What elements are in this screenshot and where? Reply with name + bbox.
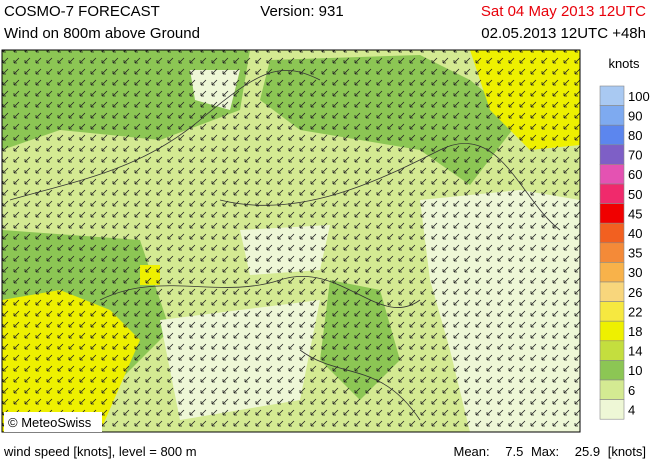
legend-unit: knots — [608, 56, 640, 71]
legend-label: 10 — [628, 363, 642, 378]
mean-label: Mean: — [454, 444, 490, 459]
subtitle: Wind on 800m above Ground — [4, 25, 200, 42]
legend-swatch — [599, 105, 625, 126]
unit: [knots] — [608, 444, 646, 459]
legend-label: 90 — [628, 108, 642, 123]
legend-swatch — [599, 124, 625, 146]
legend-label: 100 — [628, 89, 650, 104]
legend-swatch — [599, 85, 625, 106]
legend-label: 14 — [628, 344, 642, 359]
legend-label: 6 — [628, 383, 635, 398]
legend-swatch — [599, 164, 625, 185]
legend-swatch — [599, 360, 625, 381]
legend-label: 40 — [628, 226, 642, 241]
legend-label: 70 — [628, 148, 642, 163]
max-value: 25.9 — [575, 444, 600, 459]
legend-label: 4 — [628, 402, 635, 417]
legend-label: 50 — [628, 187, 642, 202]
footer-left: wind speed [knots], level = 800 m — [3, 444, 197, 459]
footer-stats: Mean: 7.5 Max: 25.9 [knots] — [454, 444, 647, 459]
legend-swatch — [599, 144, 625, 165]
legend-swatch — [599, 183, 625, 204]
legend: 100 90 80 70 60 50 45 40 35 30 26 22 18 14 10 6 4 — [599, 85, 650, 420]
legend-swatch — [599, 301, 625, 322]
legend-label: 35 — [628, 246, 642, 261]
copyright: © MeteoSwiss — [8, 415, 92, 430]
legend-label: 22 — [628, 304, 642, 319]
legend-swatch — [599, 262, 625, 283]
legend-swatch — [599, 399, 625, 420]
copyright-box — [4, 412, 102, 432]
legend-swatch — [599, 320, 625, 342]
legend-label: 45 — [628, 206, 642, 221]
legend-label: 60 — [628, 167, 642, 182]
legend-swatch — [599, 379, 625, 400]
max-label: Max: — [531, 444, 559, 459]
legend-label: 26 — [628, 285, 642, 300]
legend-swatch — [599, 242, 625, 263]
legend-label: 80 — [628, 128, 642, 143]
legend-label: 18 — [628, 324, 642, 339]
title: COSMO-7 FORECAST — [4, 3, 160, 20]
version: Version: 931 — [260, 3, 343, 20]
legend-swatch — [599, 340, 625, 361]
legend-swatch — [599, 203, 625, 224]
map-field — [2, 50, 580, 432]
legend-label: 30 — [628, 265, 642, 280]
run-time: 02.05.2013 12UTC +48h — [481, 25, 646, 42]
legend-swatch — [599, 222, 625, 244]
mean-value: 7.5 — [505, 444, 523, 459]
legend-swatch — [599, 281, 625, 302]
valid-time: Sat 04 May 2013 12UTC — [481, 3, 646, 20]
